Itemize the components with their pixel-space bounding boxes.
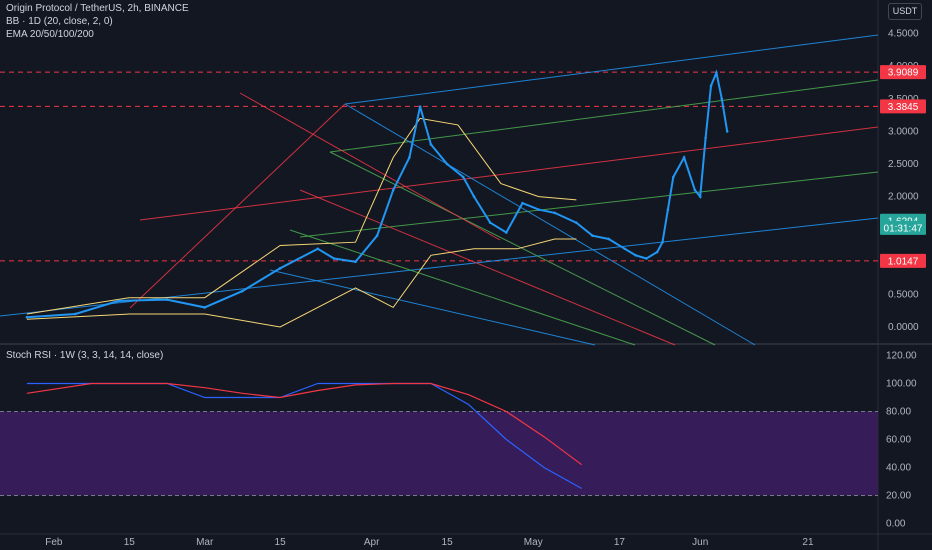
price-point <box>505 231 508 234</box>
rsi-tick-label: 80.00 <box>886 407 911 418</box>
price-point <box>682 156 686 159</box>
drawing-line <box>329 151 716 346</box>
price-point <box>316 247 320 251</box>
drawing-line <box>269 269 596 346</box>
drawing-line <box>239 92 501 241</box>
price-point <box>472 195 476 198</box>
price-point <box>591 234 594 238</box>
price-point <box>634 253 637 257</box>
rsi-tick-label: 40.00 <box>886 463 911 474</box>
drawing-line <box>299 171 879 238</box>
price-point <box>672 175 675 179</box>
price-point <box>666 208 670 211</box>
rsi-tick-label: 60.00 <box>886 435 911 446</box>
price-point <box>715 71 718 75</box>
price-label-box <box>880 253 926 268</box>
drawing-line <box>299 189 676 346</box>
ema-legend: EMA 20/50/100/200 <box>6 29 94 40</box>
drawing-line <box>139 126 879 221</box>
price-point <box>537 208 540 211</box>
price-label-box <box>880 65 926 80</box>
price-point <box>655 250 659 254</box>
time-tick-label: May <box>524 537 543 548</box>
drawing-line <box>329 79 879 153</box>
rsi-tick-label: 100.00 <box>886 379 917 390</box>
price-label-box <box>880 99 926 114</box>
price-point <box>391 188 395 192</box>
price-point <box>553 211 557 215</box>
price-point <box>408 156 411 159</box>
price-point <box>709 84 713 88</box>
drawing-line <box>129 103 346 309</box>
price-point <box>354 260 357 264</box>
price-point <box>25 315 29 319</box>
price-point <box>661 240 664 244</box>
price-label-text: 3.3845 <box>888 102 919 113</box>
time-tick-label: 15 <box>442 537 454 548</box>
price-point <box>241 289 244 293</box>
price-tick-label: 3.5000 <box>888 94 919 105</box>
price-label-text: 3.9089 <box>888 68 919 79</box>
price-point <box>203 306 206 309</box>
drawing-line <box>289 229 636 346</box>
price-point <box>332 257 336 260</box>
price-tick-label: 0.5000 <box>888 289 919 300</box>
price-point <box>725 130 729 133</box>
price-point <box>623 247 627 251</box>
price-point <box>704 136 707 140</box>
price-point <box>117 299 120 303</box>
price-point <box>74 312 77 316</box>
price-tick-label: 0.0000 <box>888 322 919 333</box>
price-point <box>488 221 492 224</box>
symbol-legend: Origin Protocol / TetherUS, 2h, BINANCE <box>6 3 189 14</box>
stoch-rsi-legend: Stoch RSI · 1W (3, 3, 14, 14, close) <box>6 350 164 361</box>
rsi-tick-label: 0.00 <box>886 519 906 530</box>
price-point <box>607 237 610 241</box>
price-label-text: 1.0147 <box>888 256 919 267</box>
price-point <box>521 201 524 205</box>
price-tick-label: 4.5000 <box>888 29 919 40</box>
bb-lower-line <box>26 238 577 328</box>
drawing-line <box>344 103 756 346</box>
price-label-text: 01:31:47 <box>884 223 923 234</box>
time-tick-label: Jun <box>692 537 708 548</box>
time-tick-label: Feb <box>45 537 63 548</box>
bb-legend: BB · 1D (20, close, 2, 0) <box>6 16 113 27</box>
drawing-line <box>344 34 879 105</box>
price-point <box>278 267 282 270</box>
time-tick-label: 21 <box>802 537 814 548</box>
price-point <box>461 175 465 179</box>
time-tick-label: 15 <box>124 537 136 548</box>
price-tick-label: 3.0000 <box>888 126 919 137</box>
rsi-tick-label: 120.00 <box>886 351 917 362</box>
rsi-band <box>0 411 878 496</box>
price-tick-label: 2.5000 <box>888 159 919 170</box>
rsi-tick-label: 20.00 <box>886 491 911 502</box>
time-tick-label: 15 <box>275 537 287 548</box>
time-tick-label: 17 <box>614 537 626 548</box>
price-label-box <box>880 220 926 235</box>
price-point <box>165 298 169 301</box>
price-point <box>698 195 702 198</box>
currency-button[interactable]: USDT <box>888 3 922 20</box>
stoch-k-line <box>26 382 582 490</box>
price-point <box>445 162 449 166</box>
time-tick-label: Apr <box>364 537 380 548</box>
price-point <box>693 188 697 192</box>
price-point <box>575 221 578 224</box>
stoch-d-line <box>26 382 583 466</box>
price-point <box>418 105 422 108</box>
price-tick-label: 2.0000 <box>888 192 919 203</box>
bb-upper-line <box>26 117 577 315</box>
price-point <box>720 97 724 101</box>
price-point <box>429 143 433 146</box>
price-point <box>375 234 379 238</box>
price-point <box>645 257 648 260</box>
time-tick-label: Mar <box>196 537 214 548</box>
